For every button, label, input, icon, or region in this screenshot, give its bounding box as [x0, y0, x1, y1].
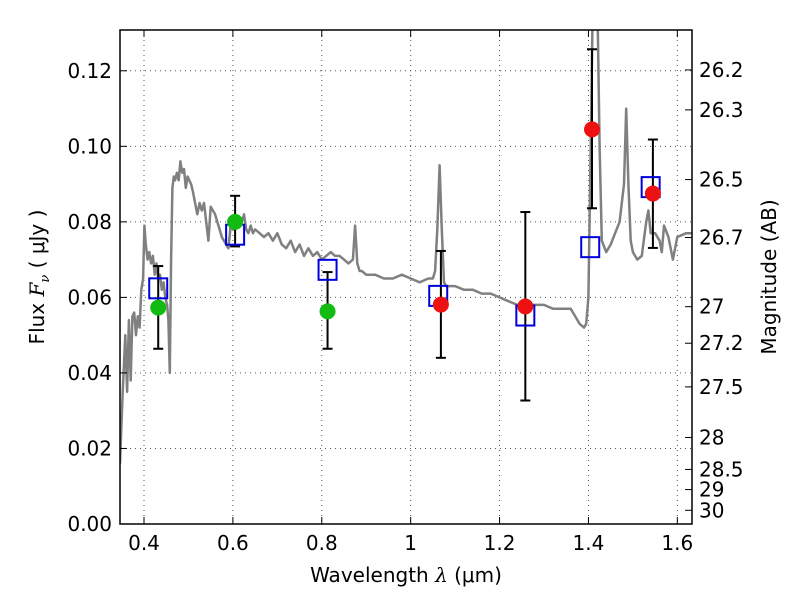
y2-tick-label: 26.3 — [699, 98, 744, 122]
observed-infrared-point — [584, 121, 600, 138]
y-axis-label-text: Flux — [25, 297, 49, 345]
x-tick-label: 1 — [404, 531, 417, 555]
y-axis-label-symbol: F — [25, 282, 49, 298]
observed-optical-point — [227, 213, 244, 230]
y-tick-label: 0.04 — [67, 361, 112, 385]
observed-optical-point — [319, 303, 336, 320]
y-tick-labels: 0.00 0.02 0.04 0.06 0.08 0.10 0.12 — [67, 59, 112, 536]
y-tick-label: 0.02 — [67, 436, 112, 460]
x-tick-label: 0.4 — [128, 531, 160, 555]
y-tick-label: 0.00 — [67, 512, 112, 536]
plot-frame — [119, 29, 693, 525]
x-tick-label: 1.6 — [661, 531, 693, 555]
observed-infrared-point — [432, 296, 449, 313]
observed-infrared-point — [644, 185, 661, 202]
x-tick-label: 0.8 — [306, 531, 338, 555]
y2-tick-label: 30 — [699, 498, 724, 522]
observed-infrared-point — [517, 298, 534, 315]
y2-tick-label: 28.5 — [699, 457, 744, 481]
y2-tick-label: 29 — [699, 478, 724, 502]
observed-optical-point — [150, 299, 167, 316]
marker-layer — [148, 121, 661, 327]
x-tick-label: 0.6 — [217, 531, 249, 555]
y-tick-label: 0.12 — [67, 59, 112, 83]
y-tick-label: 0.08 — [67, 210, 112, 234]
model-photometry-box — [580, 236, 601, 259]
x-tick-labels: 0.4 0.6 0.8 1 1.2 1.4 1.6 — [128, 531, 693, 555]
y2-tick-label: 27.5 — [699, 375, 744, 399]
x-axis-label-text: Wavelength — [310, 563, 435, 587]
y2-axis-label: Magnitude (AB) — [757, 199, 781, 354]
y-tick-label: 0.10 — [67, 134, 112, 158]
spectrum-layer — [120, 30, 692, 464]
model-photometry-box — [317, 258, 338, 281]
x-tick-label: 1.2 — [484, 531, 516, 555]
ticks — [120, 30, 692, 525]
grid — [120, 30, 692, 524]
model-spectrum-line — [120, 30, 692, 464]
x-axis-label-symbol: λ — [434, 563, 448, 587]
y-axis-label: Flux Fν ( μJy ) — [25, 210, 53, 345]
y2-tick-label: 27.2 — [699, 331, 744, 355]
x-tick-label: 1.4 — [573, 531, 605, 555]
y2-tick-label: 26.2 — [699, 58, 744, 82]
y2-tick-label: 28 — [699, 425, 724, 449]
x-axis-label: Wavelength λ (μm) — [310, 563, 502, 587]
y-axis-label-unit: ( μJy ) — [25, 210, 49, 275]
y-tick-label: 0.06 — [67, 285, 112, 309]
y2-tick-label: 26.5 — [699, 168, 744, 192]
x-axis-label-unit: (μm) — [448, 563, 502, 587]
y2-tick-label: 26.7 — [699, 226, 744, 250]
y2-tick-label: 27 — [699, 295, 724, 319]
y-axis-label-subscript: ν — [38, 275, 53, 283]
model-photometry-box — [148, 277, 169, 300]
